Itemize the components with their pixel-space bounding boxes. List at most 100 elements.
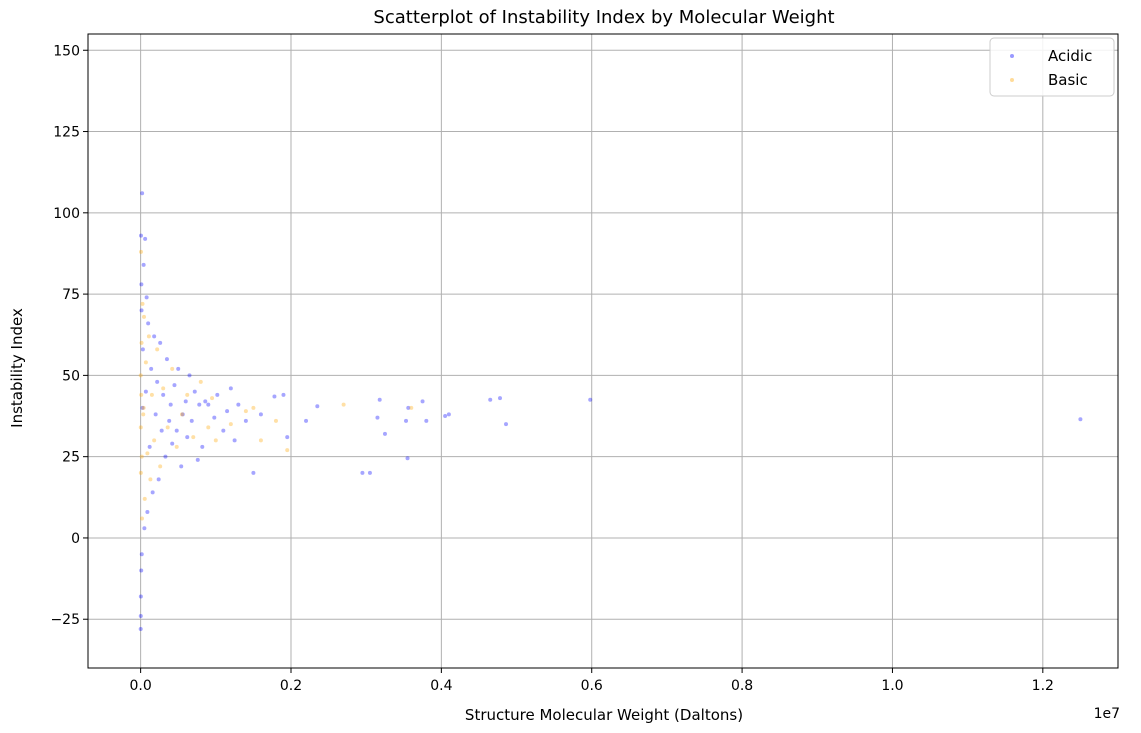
y-tick-label: −25 [50,612,80,628]
data-point [206,425,211,430]
data-point [232,438,237,443]
data-point [189,418,194,423]
data-point [140,191,145,196]
data-point [139,552,144,557]
data-point [228,386,233,391]
data-point [272,394,277,399]
y-axis-label: Instability Index [8,308,26,428]
data-point [158,464,163,469]
data-point [273,418,278,423]
y-tick-label: 125 [53,125,80,141]
data-point [404,418,409,423]
data-point [138,594,143,599]
data-point [142,526,147,531]
x-tick-label: 0.2 [280,678,302,694]
data-point [215,392,220,397]
data-point [139,308,144,313]
data-point [143,389,148,394]
data-point [315,404,320,409]
data-point [145,451,150,456]
y-axis: −25 0 25 50 75 100 125 150 [50,43,88,628]
x-axis: 0.0 0.2 0.4 0.6 0.8 1.0 1.2 [129,668,1054,694]
data-point [197,402,202,407]
data-point [446,412,451,417]
data-point [138,470,143,475]
data-point [142,314,147,319]
data-point [225,409,230,414]
data-point [161,386,166,391]
data-point [148,477,153,482]
data-point [141,262,146,267]
data-point [164,357,169,362]
y-tick-label: 25 [62,450,80,466]
data-point [281,392,286,397]
data-point [139,340,144,345]
data-point [141,412,146,417]
data-point [341,402,346,407]
data-point [285,435,290,440]
data-point [243,418,248,423]
data-point [163,454,168,459]
legend-marker-basic [1010,78,1014,82]
data-point [183,399,188,404]
legend-entry-acidic: Acidic [1048,47,1092,65]
data-point [139,233,143,238]
data-point [258,412,263,417]
y-tick-label: 50 [62,368,80,384]
data-point [251,405,256,410]
data-point [168,402,173,407]
legend-entry-basic: Basic [1048,71,1088,89]
data-point [165,425,170,430]
legend-box [989,37,1115,97]
data-point [174,428,179,433]
data-point [146,334,151,339]
data-point [139,568,144,573]
data-point [179,464,184,469]
data-point [150,490,155,495]
x-tick-label: 1.0 [881,678,903,694]
data-point [206,402,211,407]
data-point [167,418,172,423]
y-tick-label: 150 [53,43,80,59]
data-point [360,470,365,475]
data-point [420,399,425,404]
data-point [145,509,150,514]
data-point [228,422,233,427]
data-point [146,321,151,326]
x-axis-label: Structure Molecular Weight (Daltons) [465,706,743,724]
data-point [138,613,143,618]
data-point [198,379,203,384]
data-point [140,301,145,306]
data-points [138,191,1083,631]
data-point [251,470,256,475]
data-point [149,366,154,371]
data-point [161,392,166,397]
y-tick-label: 75 [62,287,80,303]
plot-frame [87,33,1119,669]
series-acidic [138,191,1083,631]
data-point [191,435,196,440]
data-point [285,448,290,453]
y-tick-label: 0 [71,531,80,547]
data-point [504,422,509,427]
data-point [377,397,382,402]
data-point [382,431,387,436]
data-point [192,389,197,394]
data-point [424,418,429,423]
data-point [152,334,157,339]
x-tick-label: 0.0 [129,678,151,694]
data-point [155,347,160,352]
data-point [236,402,241,407]
data-point [139,282,144,287]
chart-title: Scatterplot of Instability Index by Mole… [373,7,834,28]
data-point [180,412,185,417]
x-tick-label: 0.6 [581,678,603,694]
data-point [185,392,190,397]
data-point [588,397,593,402]
x-tick-label: 0.8 [731,678,753,694]
data-point [221,428,226,433]
data-point [212,415,217,420]
data-point [200,444,205,449]
data-point [156,477,161,482]
